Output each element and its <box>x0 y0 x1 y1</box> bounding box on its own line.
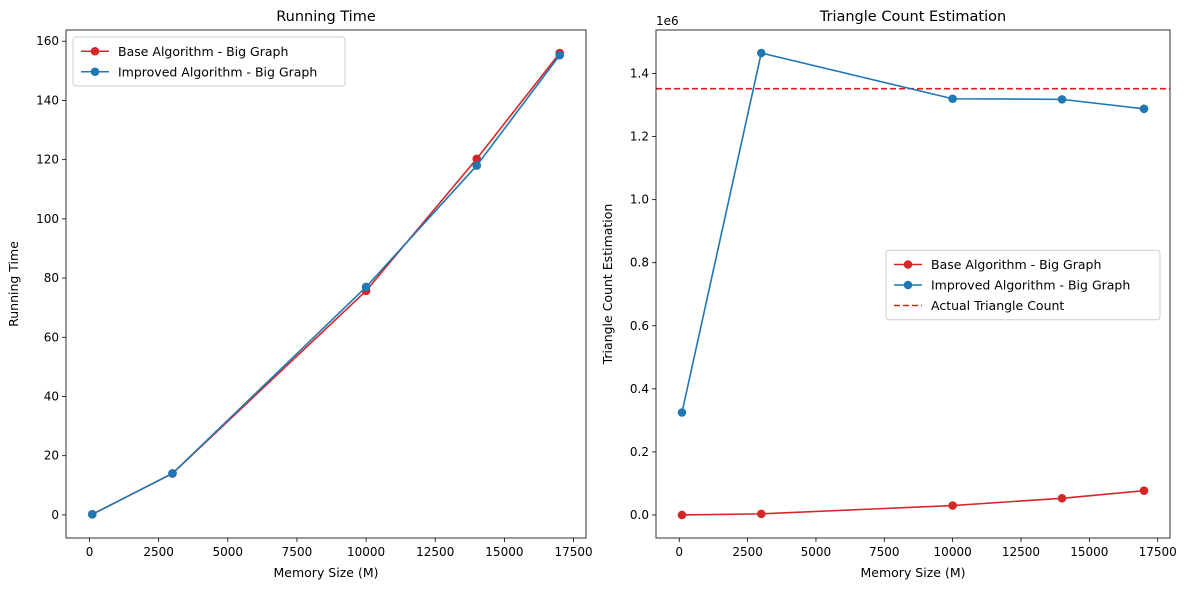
series-base <box>677 486 1149 520</box>
series-line-improved <box>91 54 561 516</box>
y-tick-label: 0.2 <box>630 445 649 459</box>
data-point-improved <box>168 469 177 478</box>
legend-label: Improved Algorithm - Big Graph <box>118 64 317 79</box>
triangle-count-chart: 0 2500 5000 7500 10000 12500 15000 17500 0.0 0.2 0… <box>600 9 1177 580</box>
data-point-base <box>948 501 957 510</box>
x-tick-label: 10000 <box>347 545 385 559</box>
y-tick-label: 0.6 <box>630 319 649 333</box>
y-tick-label: 40 <box>44 389 59 403</box>
x-tick-label: 0 <box>675 545 683 559</box>
data-point-base <box>1057 493 1067 503</box>
y-tick-label: 120 <box>36 153 59 167</box>
y-tick-label: 0 <box>51 508 59 522</box>
series-line-base <box>91 52 561 516</box>
x-tick-label: 7500 <box>282 545 313 559</box>
chart-title: Triangle Count Estimation <box>819 9 1006 25</box>
y-tick-label: 80 <box>44 271 59 285</box>
legend: Base Algorithm - Big Graph Improved Algor… <box>72 36 346 87</box>
y-tick-label: 1.0 <box>630 193 649 207</box>
legend: Base Algorithm - Big Graph Improved Algor… <box>885 249 1161 321</box>
x-axis-label: Memory Size (M) <box>274 565 379 580</box>
y-tick-label: 60 <box>44 330 59 344</box>
y-offset-text: 1e6 <box>656 14 679 28</box>
legend-label: Base Algorithm - Big Graph <box>931 257 1101 272</box>
data-point-improved <box>1139 104 1149 114</box>
series-improved <box>87 50 565 519</box>
x-tick-label: 2500 <box>143 545 174 559</box>
series-improved <box>677 48 1149 417</box>
legend-box <box>72 36 346 87</box>
series-line-improved <box>681 52 1145 413</box>
legend-box <box>885 249 1161 321</box>
data-point-improved <box>472 161 482 170</box>
y-axis-label: Running Time <box>6 241 21 327</box>
x-tick-label: 2500 <box>732 545 763 559</box>
data-point-base <box>756 509 766 519</box>
legend-label: Base Algorithm - Big Graph <box>118 44 288 59</box>
y-tick-label: 0.4 <box>630 382 649 396</box>
data-point-improved <box>87 510 97 519</box>
x-tick-label: 10000 <box>934 545 972 559</box>
y-tick-label: 0.0 <box>630 508 649 522</box>
data-point-improved <box>555 50 565 60</box>
data-point-base <box>677 510 687 520</box>
x-tick-label: 7500 <box>869 545 900 559</box>
data-point-base <box>472 154 482 164</box>
y-tick-label: 20 <box>44 449 59 463</box>
legend-swatch-marker <box>903 260 913 269</box>
running-time-chart: 0 2500 5000 7500 10000 12500 15000 17500 0 20 40 60… <box>6 9 593 580</box>
x-tick-label: 12500 <box>416 545 454 559</box>
x-tick-label: 5000 <box>213 545 244 559</box>
y-tick-label: 100 <box>36 212 59 226</box>
legend-swatch-marker <box>903 280 913 290</box>
chart-title: Running Time <box>276 9 376 25</box>
plot-frame <box>655 29 1171 539</box>
x-tick-label: 17500 <box>1139 545 1177 559</box>
data-point-improved <box>677 408 687 417</box>
legend-label: Improved Algorithm - Big Graph <box>931 278 1130 293</box>
x-tick-label: 5000 <box>801 545 832 559</box>
legend-swatch-marker <box>90 67 100 77</box>
data-point-improved <box>756 48 766 58</box>
x-tick-label: 12500 <box>1002 545 1040 559</box>
x-axis-label: Memory Size (M) <box>861 565 966 580</box>
y-tick-label: 1.2 <box>630 130 649 144</box>
y-tick-label: 0.8 <box>630 256 649 270</box>
x-tick-label: 15000 <box>485 545 523 559</box>
legend-swatch-marker <box>90 46 100 56</box>
y-tick-label: 160 <box>36 34 59 48</box>
x-tick-label: 17500 <box>554 545 592 559</box>
series-base <box>87 48 565 519</box>
plot-frame <box>65 29 587 539</box>
data-point-improved <box>1057 95 1067 104</box>
series-line-base <box>681 489 1145 516</box>
data-point-improved <box>948 94 957 104</box>
x-tick-label: 15000 <box>1070 545 1108 559</box>
y-tick-label: 1.4 <box>630 67 649 81</box>
legend-label: Actual Triangle Count <box>931 298 1064 313</box>
x-tick-label: 0 <box>86 545 94 559</box>
data-point-improved <box>361 282 371 292</box>
y-axis-label: Triangle Count Estimation <box>600 204 615 366</box>
y-tick-label: 140 <box>36 93 59 107</box>
data-point-base <box>1139 486 1149 496</box>
